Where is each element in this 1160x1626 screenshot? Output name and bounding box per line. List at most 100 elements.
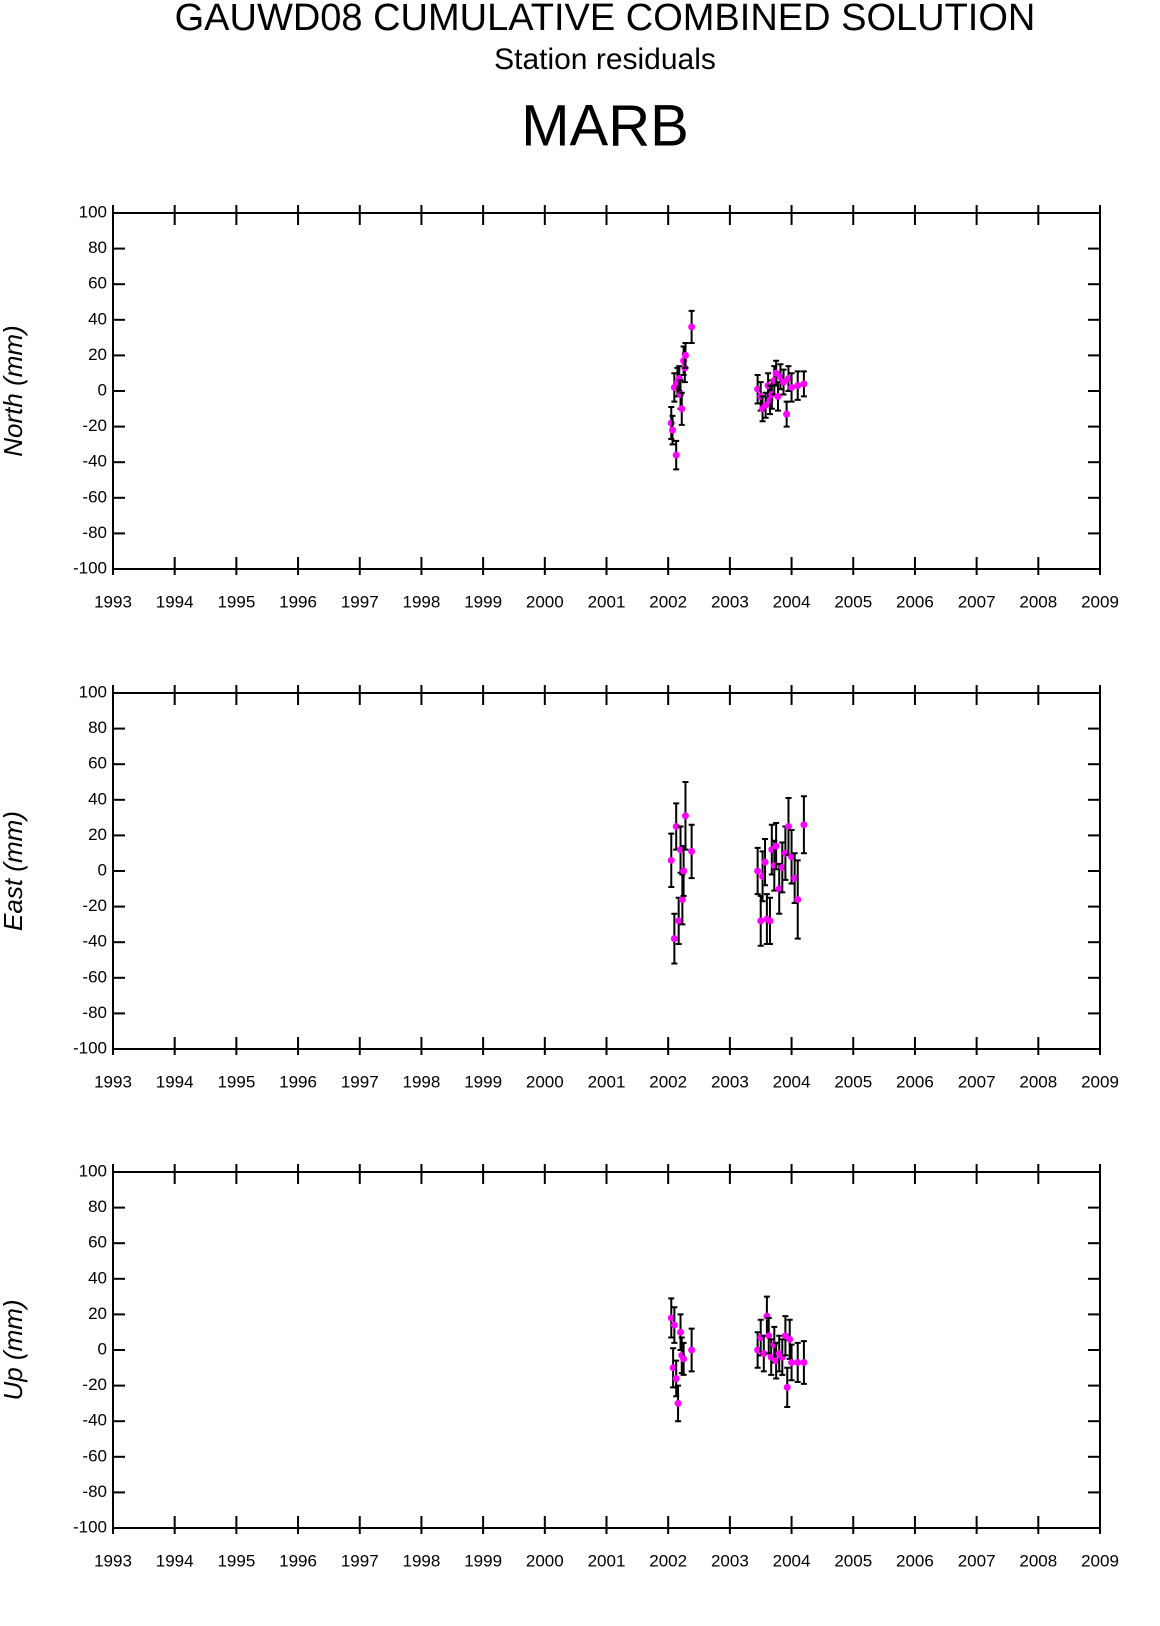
x-tick-label: 1993 (94, 1072, 132, 1091)
x-tick-label: 2004 (773, 1072, 811, 1091)
y-tick-label: 0 (98, 1339, 107, 1358)
x-tick-label: 1996 (279, 592, 317, 611)
data-point (776, 373, 784, 381)
data-point (688, 847, 696, 855)
x-tick-label: 2003 (711, 1551, 749, 1570)
data-point (672, 823, 680, 830)
x-tick-label: 2005 (834, 1072, 872, 1091)
x-tick-label: 2003 (711, 1072, 749, 1091)
data-point (674, 1399, 682, 1407)
data-point (788, 1358, 796, 1366)
data-point (800, 380, 808, 388)
y-tick-label: 80 (88, 238, 107, 257)
x-tick-label: 2008 (1019, 1551, 1057, 1570)
x-tick-label: 2009 (1081, 592, 1119, 611)
plot-frame (112, 1171, 1101, 1529)
data-point (757, 917, 765, 925)
data-point (794, 382, 802, 390)
x-tick-label: 2006 (896, 1551, 934, 1570)
data-point (677, 1328, 685, 1336)
data-point (783, 410, 791, 418)
x-tick-label: 2002 (649, 1072, 687, 1091)
data-point (669, 1364, 677, 1372)
data-point (775, 885, 783, 893)
data-point (788, 383, 796, 391)
data-point (794, 1358, 802, 1366)
y-tick-label: 60 (88, 1233, 107, 1252)
x-tick-label: 1999 (464, 1072, 502, 1091)
y-tick-label: -100 (73, 1517, 107, 1536)
station-name: MARB (521, 93, 689, 158)
y-tick-label: 20 (88, 345, 107, 364)
data-point (672, 1374, 680, 1382)
y-tick-label: 0 (98, 860, 107, 879)
y-tick-label: 100 (79, 682, 107, 701)
data-point (784, 823, 792, 830)
plot-frame (112, 692, 1101, 1050)
y-tick-label: -40 (82, 932, 107, 951)
x-tick-label: 1993 (94, 592, 132, 611)
y-axis-label: Up (mm) (0, 1299, 28, 1400)
y-tick-label: 40 (88, 309, 107, 328)
data-point (670, 383, 678, 391)
panel: -100 -80 -60 -40 -20 0 20 40 60 80 100 1993 1994 1995… (0, 202, 1119, 611)
data-point (800, 821, 808, 829)
data-point (774, 392, 782, 400)
y-tick-label: -100 (73, 558, 107, 577)
x-tick-label: 1994 (156, 1072, 194, 1091)
y-tick-label: -20 (82, 1375, 107, 1394)
y-tick-label: 0 (98, 380, 107, 399)
y-tick-label: -40 (82, 1411, 107, 1430)
x-tick-label: 2004 (773, 1551, 811, 1570)
x-tick-label: 2001 (588, 592, 626, 611)
data-point (786, 1335, 794, 1343)
x-tick-label: 2005 (834, 592, 872, 611)
data-point (791, 874, 799, 882)
x-tick-label: 2008 (1019, 592, 1057, 611)
x-tick-label: 2009 (1081, 1551, 1119, 1570)
x-tick-label: 1995 (217, 592, 255, 611)
y-tick-label: 100 (79, 1161, 107, 1180)
x-tick-label: 2002 (649, 592, 687, 611)
y-tick-label: -80 (82, 1003, 107, 1022)
x-tick-label: 2006 (896, 1072, 934, 1091)
data-point (667, 419, 675, 427)
data-point (767, 1353, 775, 1361)
y-tick-label: -100 (73, 1038, 107, 1057)
x-tick-label: 2006 (896, 592, 934, 611)
data-point (765, 1332, 773, 1340)
y-tick-label: -20 (82, 896, 107, 915)
x-tick-label: 2007 (958, 592, 996, 611)
data-point (681, 351, 689, 359)
x-tick-label: 1993 (94, 1551, 132, 1570)
x-tick-label: 1998 (403, 592, 441, 611)
data-point (783, 1383, 791, 1391)
data-point (675, 917, 683, 925)
x-tick-label: 2004 (773, 592, 811, 611)
x-tick-label: 1995 (217, 1551, 255, 1570)
data-point (784, 375, 792, 383)
x-tick-label: 2007 (958, 1072, 996, 1091)
y-tick-label: -20 (82, 416, 107, 435)
data-point (754, 385, 762, 393)
y-tick-label: -60 (82, 967, 107, 986)
y-tick-label: -80 (82, 523, 107, 542)
plot-frame (112, 212, 1101, 570)
x-tick-label: 1997 (341, 1072, 379, 1091)
x-tick-label: 1995 (217, 1072, 255, 1091)
x-tick-label: 1994 (156, 592, 194, 611)
x-tick-label: 1996 (279, 1551, 317, 1570)
x-tick-label: 2008 (1019, 1072, 1057, 1091)
data-point (772, 842, 780, 850)
x-tick-label: 2000 (526, 592, 564, 611)
data-point (680, 1355, 688, 1363)
x-tick-label: 2009 (1081, 1072, 1119, 1091)
figure-title: GAUWD08 CUMULATIVE COMBINED SOLUTION (175, 0, 1036, 39)
data-point (680, 867, 688, 875)
data-point (788, 853, 796, 861)
data-point (670, 1321, 678, 1329)
y-axis-label: East (mm) (0, 811, 28, 931)
y-tick-label: 40 (88, 1268, 107, 1287)
x-tick-label: 1996 (279, 1072, 317, 1091)
